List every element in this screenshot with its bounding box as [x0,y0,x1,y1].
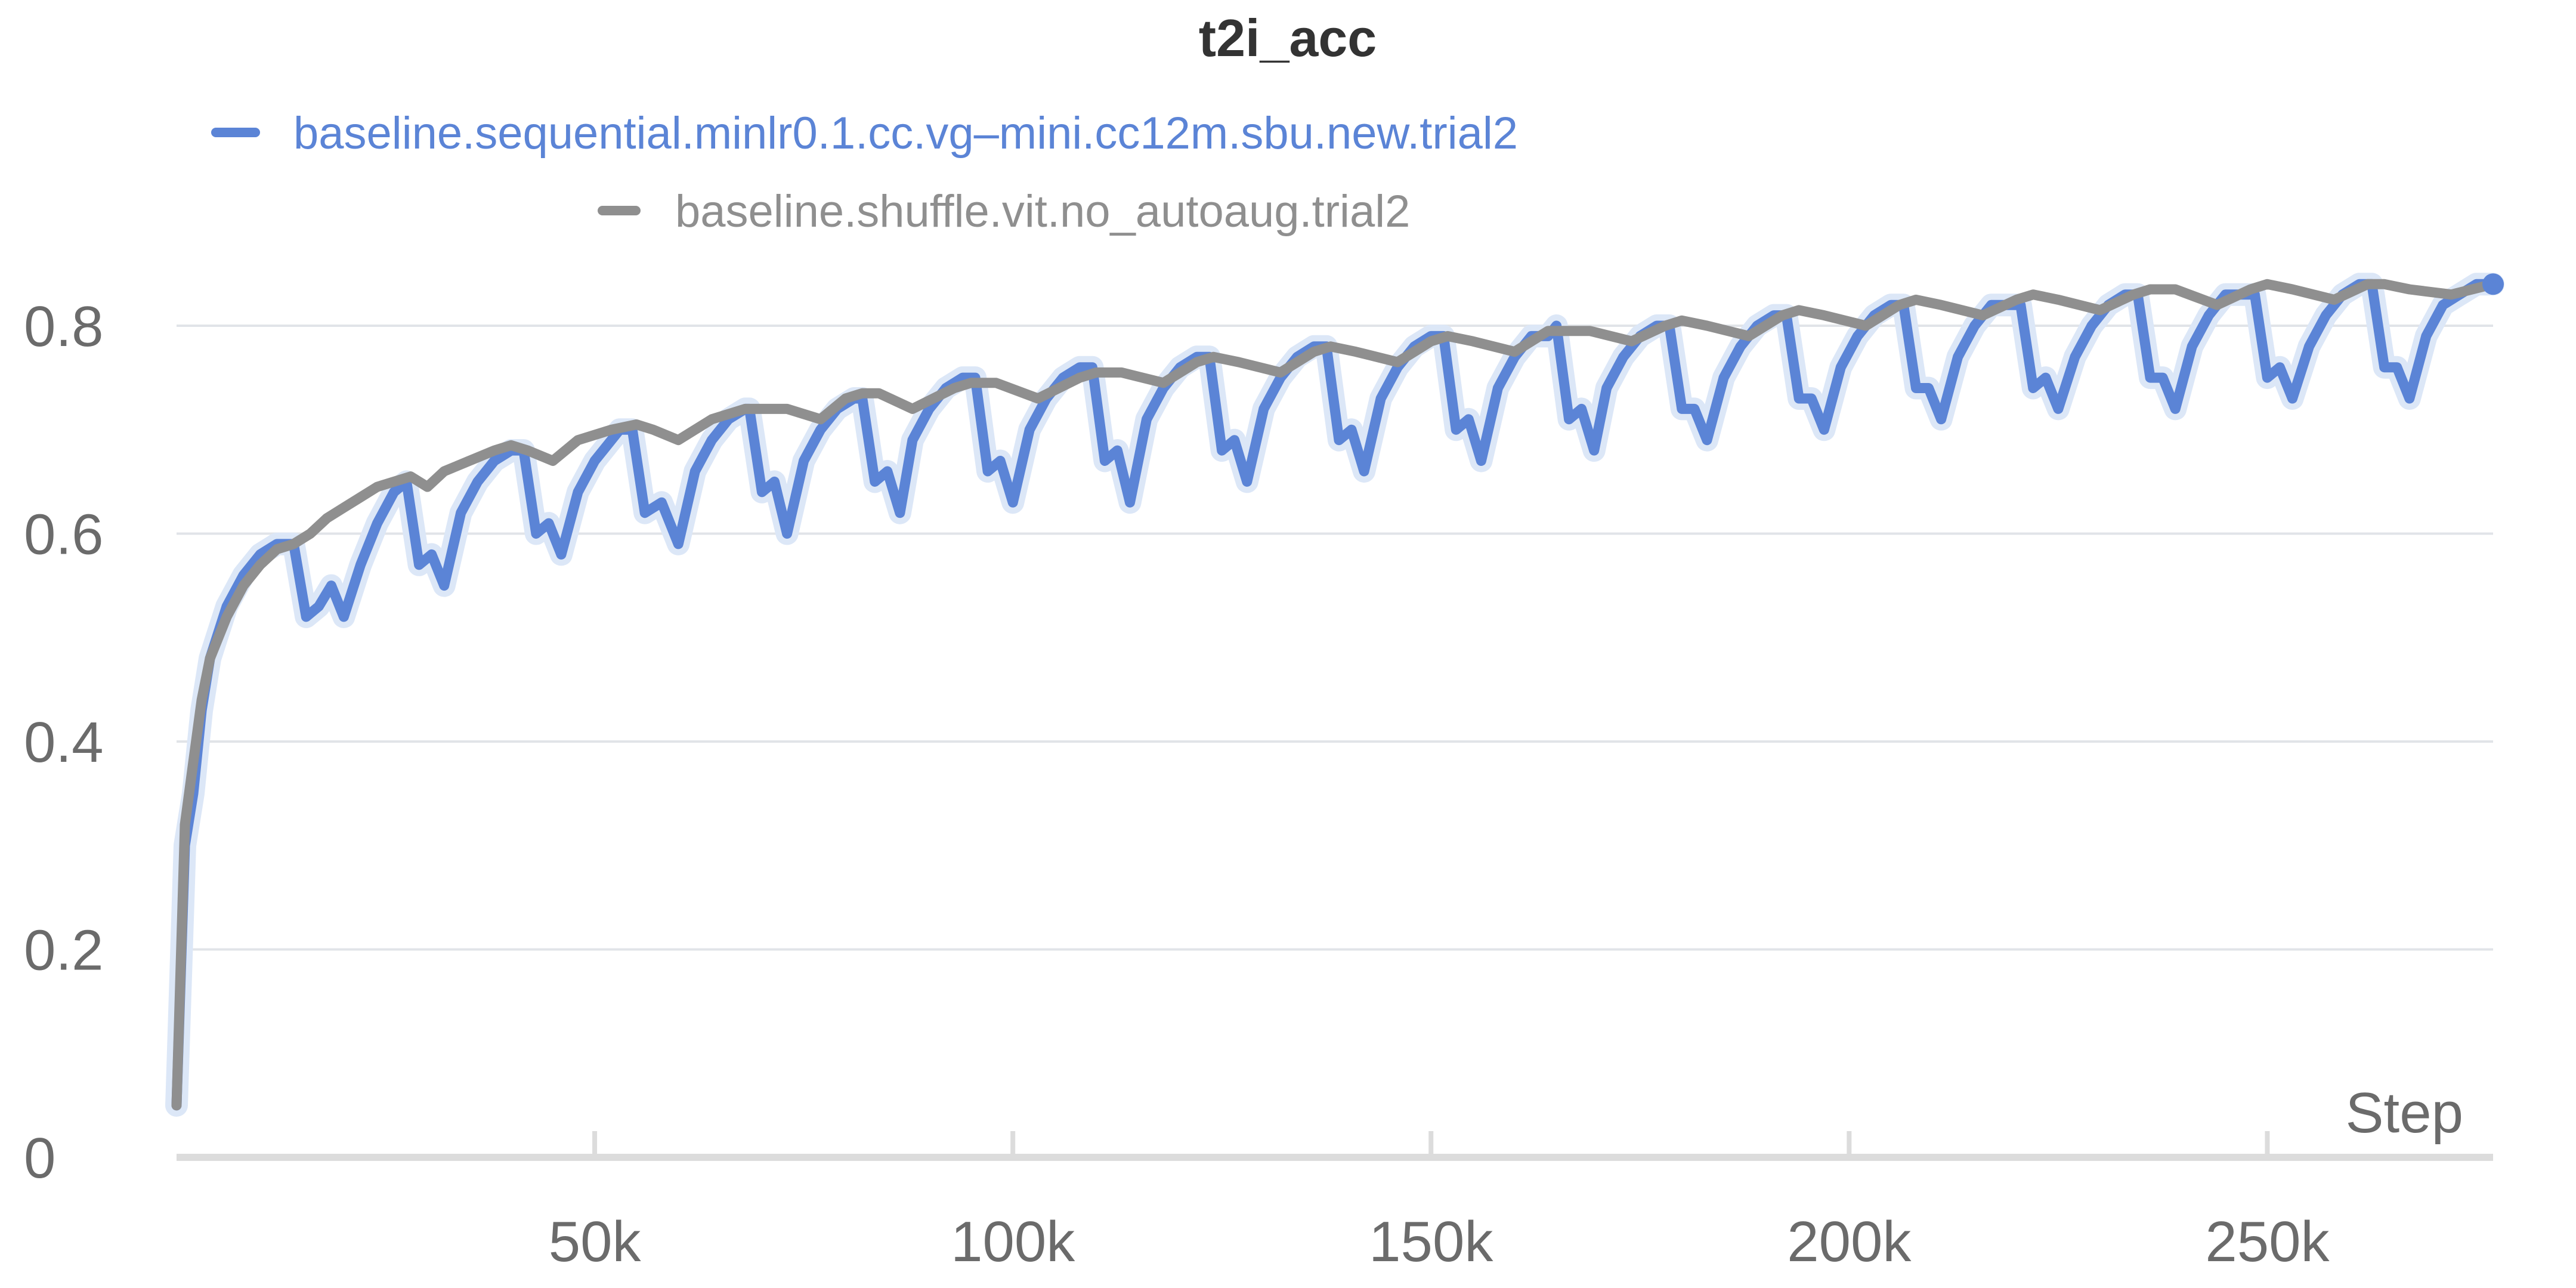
legend-item-shuffle[interactable]: baseline.shuffle.vit.no_autoaug.trial2 [598,186,1410,237]
x-tick-label: 150k [1369,1210,1493,1274]
x-axis: 50k 100k 150k 200k 250k [177,1131,2493,1274]
legend-item-sequential[interactable]: baseline.sequential.minlr0.1.cc.vg–mini.… [211,108,1518,159]
x-tick-label: 200k [1787,1210,1912,1274]
legend-label-sequential: baseline.sequential.minlr0.1.cc.vg–mini.… [293,108,1518,159]
y-tick-label: 0.8 [24,295,103,359]
x-tick-label: 100k [951,1210,1075,1274]
x-axis-label: Step [2346,1081,2463,1145]
y-tick-label: 0.4 [24,711,103,774]
y-tick-label: 0.6 [24,503,103,567]
legend-label-shuffle: baseline.shuffle.vit.no_autoaug.trial2 [675,186,1410,237]
chart-title: t2i_acc [1199,8,1377,67]
series-sequential-line[interactable] [171,279,2498,1111]
series-sequential-endpoint[interactable] [2482,273,2504,295]
y-tick-label: 0.2 [24,919,103,983]
y-axis-ticks: 0 0.2 0.4 0.6 0.8 [24,295,103,1190]
x-tick-label: 250k [2205,1210,2330,1274]
legend: baseline.sequential.minlr0.1.cc.vg–mini.… [211,108,1518,237]
y-tick-label: 0 [24,1126,55,1190]
x-tick-label: 50k [549,1210,642,1274]
series-layer [165,273,2504,1117]
series-shuffle-line[interactable] [171,279,2498,1111]
